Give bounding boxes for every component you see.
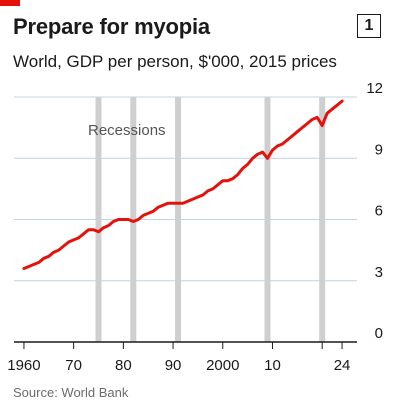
gridlines	[14, 96, 357, 282]
y-tick-label-9: 9	[375, 141, 383, 158]
y-tick-label-12: 12	[366, 80, 383, 97]
y-tick-label-0: 0	[375, 325, 383, 342]
y-tick-label-3: 3	[375, 264, 383, 281]
x-tick-label-2000: 2000	[206, 357, 239, 374]
y-tick-label-6: 6	[375, 203, 383, 220]
series-layer	[22, 99, 344, 270]
x-tick-label-1980: 80	[115, 357, 132, 374]
chart-number-badge: 1	[357, 14, 381, 38]
series-line-0	[22, 99, 344, 270]
source-note: Source: World Bank	[13, 385, 129, 400]
accent-bar	[0, 0, 20, 6]
x-tick-label-1960: 1960	[7, 357, 40, 374]
chart-subtitle: World, GDP per person, $'000, 2015 price…	[13, 52, 337, 71]
x-tick-label-1990: 90	[165, 357, 182, 374]
x-tick-label-2024: 24	[334, 357, 351, 374]
chart-title: Prepare for myopia	[13, 14, 210, 39]
recessions-annotation: Recessions	[88, 122, 166, 139]
x-tick-label-1970: 70	[65, 357, 82, 374]
x-tick-label-2010: 10	[264, 357, 281, 374]
axes: 0 3 6 9 12 1960 70 80 90 2000 10 24	[7, 80, 383, 374]
